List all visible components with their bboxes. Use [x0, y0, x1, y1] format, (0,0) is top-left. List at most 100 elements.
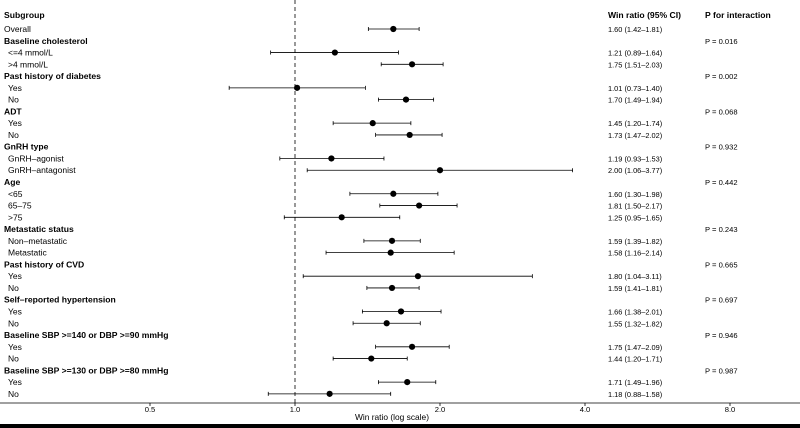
win-ratio-value: 1.71 (1.49–1.96) — [608, 378, 662, 387]
subgroup-name: GnRH type — [4, 142, 49, 152]
estimate-row: >75 1.25 (0.95–1.65) — [8, 212, 662, 222]
x-tick-label: 0.5 — [145, 405, 156, 414]
point-estimate — [331, 49, 338, 56]
estimate-row: Yes 1.80 (1.04–3.11) — [8, 271, 662, 281]
win-ratio-value: 1.75 (1.47–2.09) — [608, 343, 662, 352]
win-ratio-value: 1.01 (0.73–1.40) — [608, 84, 662, 93]
point-estimate — [397, 308, 405, 315]
row-label: Yes — [8, 306, 22, 316]
row-label: Yes — [8, 377, 22, 387]
estimate-row: No 1.73 (1.47–2.02) — [8, 130, 662, 140]
point-estimate — [408, 343, 416, 350]
point-estimate — [326, 390, 333, 397]
win-ratio-value: 1.75 (1.51–2.03) — [608, 60, 662, 69]
estimate-row: No 1.55 (1.32–1.82) — [8, 318, 662, 328]
estimate-row: No 1.18 (0.88–1.58) — [8, 389, 662, 399]
subgroup-header-row: ADT P = 0.068 — [4, 106, 738, 116]
subgroup-name: Baseline cholesterol — [4, 36, 88, 46]
estimate-row: Metastatic 1.58 (1.16–2.14) — [8, 248, 662, 258]
row-label: No — [8, 389, 19, 399]
estimate-row: No 1.59 (1.41–1.81) — [8, 283, 662, 293]
subgroup-column-header: Subgroup — [4, 10, 45, 20]
win-ratio-value: 1.21 (0.89–1.64) — [608, 49, 662, 58]
win-ratio-value: 2.00 (1.06–3.77) — [608, 166, 662, 175]
win-ratio-value: 1.73 (1.47–2.02) — [608, 131, 662, 140]
estimate-row: 65–75 1.81 (1.50–2.17) — [8, 201, 662, 211]
interaction-p-value: P = 0.068 — [705, 107, 738, 116]
subgroup-header-row: Past history of diabetes P = 0.002 — [4, 71, 738, 81]
row-label: No — [8, 130, 19, 140]
win-ratio-value: 1.55 (1.32–1.82) — [608, 319, 662, 328]
point-estimate — [408, 61, 416, 68]
row-label: Yes — [8, 342, 22, 352]
row-label: No — [8, 354, 19, 364]
subgroup-header-row: Metastatic status P = 0.243 — [4, 224, 738, 234]
win-ratio-value: 1.44 (1.20–1.71) — [608, 355, 662, 364]
win-ratio-value: 1.18 (0.88–1.58) — [608, 390, 662, 399]
estimate-row: Yes 1.45 (1.20–1.74) — [8, 118, 662, 128]
x-axis-label: Win ratio (log scale) — [355, 412, 429, 422]
subgroup-name: Age — [4, 177, 20, 187]
row-label: <=4 mmol/L — [8, 48, 53, 58]
row-label: Metastatic — [8, 248, 47, 258]
interaction-p-value: P = 0.016 — [705, 37, 738, 46]
subgroup-name: Metastatic status — [4, 224, 74, 234]
win-ratio-value: 1.45 (1.20–1.74) — [608, 119, 662, 128]
x-tick-label: 4.0 — [580, 405, 591, 414]
point-estimate — [406, 131, 413, 139]
row-label: Non–metastatic — [8, 236, 68, 246]
win-ratio-value: 1.25 (0.95–1.65) — [608, 213, 662, 222]
point-estimate — [338, 214, 345, 221]
subgroup-header-row: GnRH type P = 0.932 — [4, 142, 738, 152]
point-estimate — [416, 202, 423, 209]
interaction-p-value: P = 0.987 — [705, 366, 738, 375]
bottom-edge-bar — [0, 424, 800, 428]
row-label: No — [8, 283, 19, 293]
point-estimate — [414, 273, 422, 280]
interaction-p-value: P = 0.665 — [705, 260, 738, 269]
subgroup-name: Past history of CVD — [4, 259, 84, 269]
estimate-column-header: Win ratio (95% CI) — [608, 10, 681, 20]
row-label: Overall — [4, 24, 31, 34]
point-estimate — [328, 155, 335, 162]
estimate-row: Non–metastatic 1.59 (1.39–1.82) — [8, 236, 662, 246]
row-label: GnRH–agonist — [8, 153, 64, 163]
win-ratio-value: 1.58 (1.16–2.14) — [608, 249, 662, 258]
point-estimate — [402, 96, 410, 103]
row-label: Yes — [8, 271, 22, 281]
subgroup-name: Baseline SBP >=140 or DBP >=90 mmHg — [4, 330, 168, 340]
subgroup-name: Self–reported hypertension — [4, 295, 116, 305]
row-label: No — [8, 95, 19, 105]
row-label: GnRH–antagonist — [8, 165, 76, 175]
row-label: No — [8, 318, 19, 328]
interaction-column-header: P for interaction — [705, 10, 771, 20]
row-label: 65–75 — [8, 201, 32, 211]
point-estimate — [388, 284, 396, 292]
subgroup-header-row: Self–reported hypertension P = 0.697 — [4, 295, 738, 305]
point-estimate — [383, 320, 390, 327]
estimate-row: Yes 1.66 (1.38–2.01) — [8, 306, 662, 316]
win-ratio-value: 1.80 (1.04–3.11) — [608, 272, 662, 281]
estimate-row: <=4 mmol/L 1.21 (0.89–1.64) — [8, 48, 662, 58]
estimate-row: Yes 1.01 (0.73–1.40) — [8, 83, 662, 93]
forest-rows: Overall 1.60 (1.42–1.81) Baseline choleste… — [4, 24, 738, 399]
subgroup-header-row: Past history of CVD P = 0.665 — [4, 259, 738, 269]
point-estimate — [404, 379, 411, 386]
win-ratio-value: 1.59 (1.39–1.82) — [608, 237, 662, 246]
estimate-row: >4 mmol/L 1.75 (1.51–2.03) — [8, 59, 662, 69]
row-label: <65 — [8, 189, 23, 199]
x-tick-label: 2.0 — [435, 405, 446, 414]
interaction-p-value: P = 0.002 — [705, 72, 738, 81]
row-label: >4 mmol/L — [8, 59, 48, 69]
interaction-p-value: P = 0.442 — [705, 178, 738, 187]
subgroup-name: Past history of diabetes — [4, 71, 101, 81]
estimate-row: GnRH–antagonist 2.00 (1.06–3.77) — [8, 165, 662, 175]
subgroup-header-row: Baseline SBP >=130 or DBP >=80 mmHg P = 0… — [4, 365, 738, 375]
x-axis-ticks: 0.5 1.0 2.0 4.0 8.0 — [145, 403, 735, 414]
point-estimate — [293, 84, 301, 91]
x-tick-label: 1.0 — [290, 405, 301, 414]
subgroup-header-row: Baseline cholesterol P = 0.016 — [4, 36, 738, 46]
win-ratio-value: 1.81 (1.50–2.17) — [608, 202, 662, 211]
subgroup-name: ADT — [4, 106, 22, 116]
